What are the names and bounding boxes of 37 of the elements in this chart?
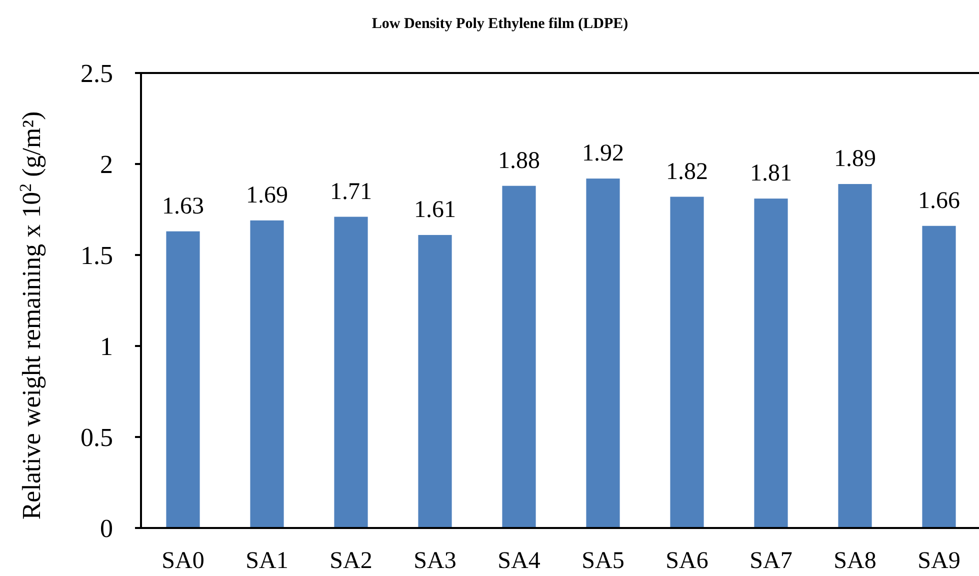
- bar: [502, 186, 536, 528]
- bar: [922, 226, 956, 528]
- y-tick-label: 1.5: [80, 241, 113, 270]
- y-tick-label: 0.5: [80, 423, 113, 452]
- x-tick-label: SA4: [498, 548, 540, 574]
- bar: [754, 198, 788, 528]
- data-label: 1.88: [498, 148, 540, 174]
- data-label: 1.89: [834, 146, 876, 172]
- y-tick-label: 2.5: [80, 59, 113, 88]
- x-tick-label: SA2: [330, 548, 372, 574]
- data-label: 1.61: [414, 196, 456, 223]
- x-tick-label: SA7: [750, 548, 792, 574]
- chart-title: Low Density Poly Ethylene film (LDPE): [372, 16, 628, 32]
- bar: [586, 178, 620, 528]
- bar: [838, 184, 872, 528]
- y-tick-label: 0: [100, 514, 113, 544]
- y-tick-label: 2: [100, 150, 113, 180]
- y-tick-label: 1: [100, 332, 113, 362]
- data-label: 1.92: [582, 140, 624, 167]
- x-tick-label: SA8: [834, 548, 876, 574]
- data-label: 1.69: [246, 182, 288, 208]
- x-tick-label: SA3: [414, 548, 456, 574]
- data-label: 1.82: [666, 158, 708, 185]
- data-label: 1.81: [750, 160, 792, 187]
- x-tick-label: SA0: [162, 548, 204, 574]
- x-tick-label: SA5: [582, 548, 624, 574]
- bar: [250, 220, 284, 528]
- data-label: 1.71: [330, 178, 372, 205]
- x-tick-label: SA6: [666, 548, 708, 574]
- bar: [334, 216, 368, 528]
- data-label: 1.63: [162, 193, 204, 220]
- bar: [670, 196, 704, 528]
- bar: [418, 234, 452, 528]
- x-tick-label: SA9: [918, 548, 960, 574]
- data-label: 1.66: [918, 188, 960, 214]
- x-tick-label: SA1: [246, 548, 288, 574]
- bar: [166, 231, 200, 528]
